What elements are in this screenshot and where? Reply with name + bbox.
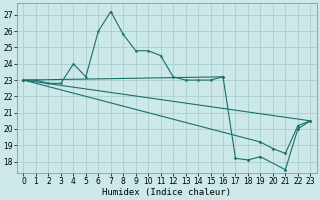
X-axis label: Humidex (Indice chaleur): Humidex (Indice chaleur): [102, 188, 231, 197]
